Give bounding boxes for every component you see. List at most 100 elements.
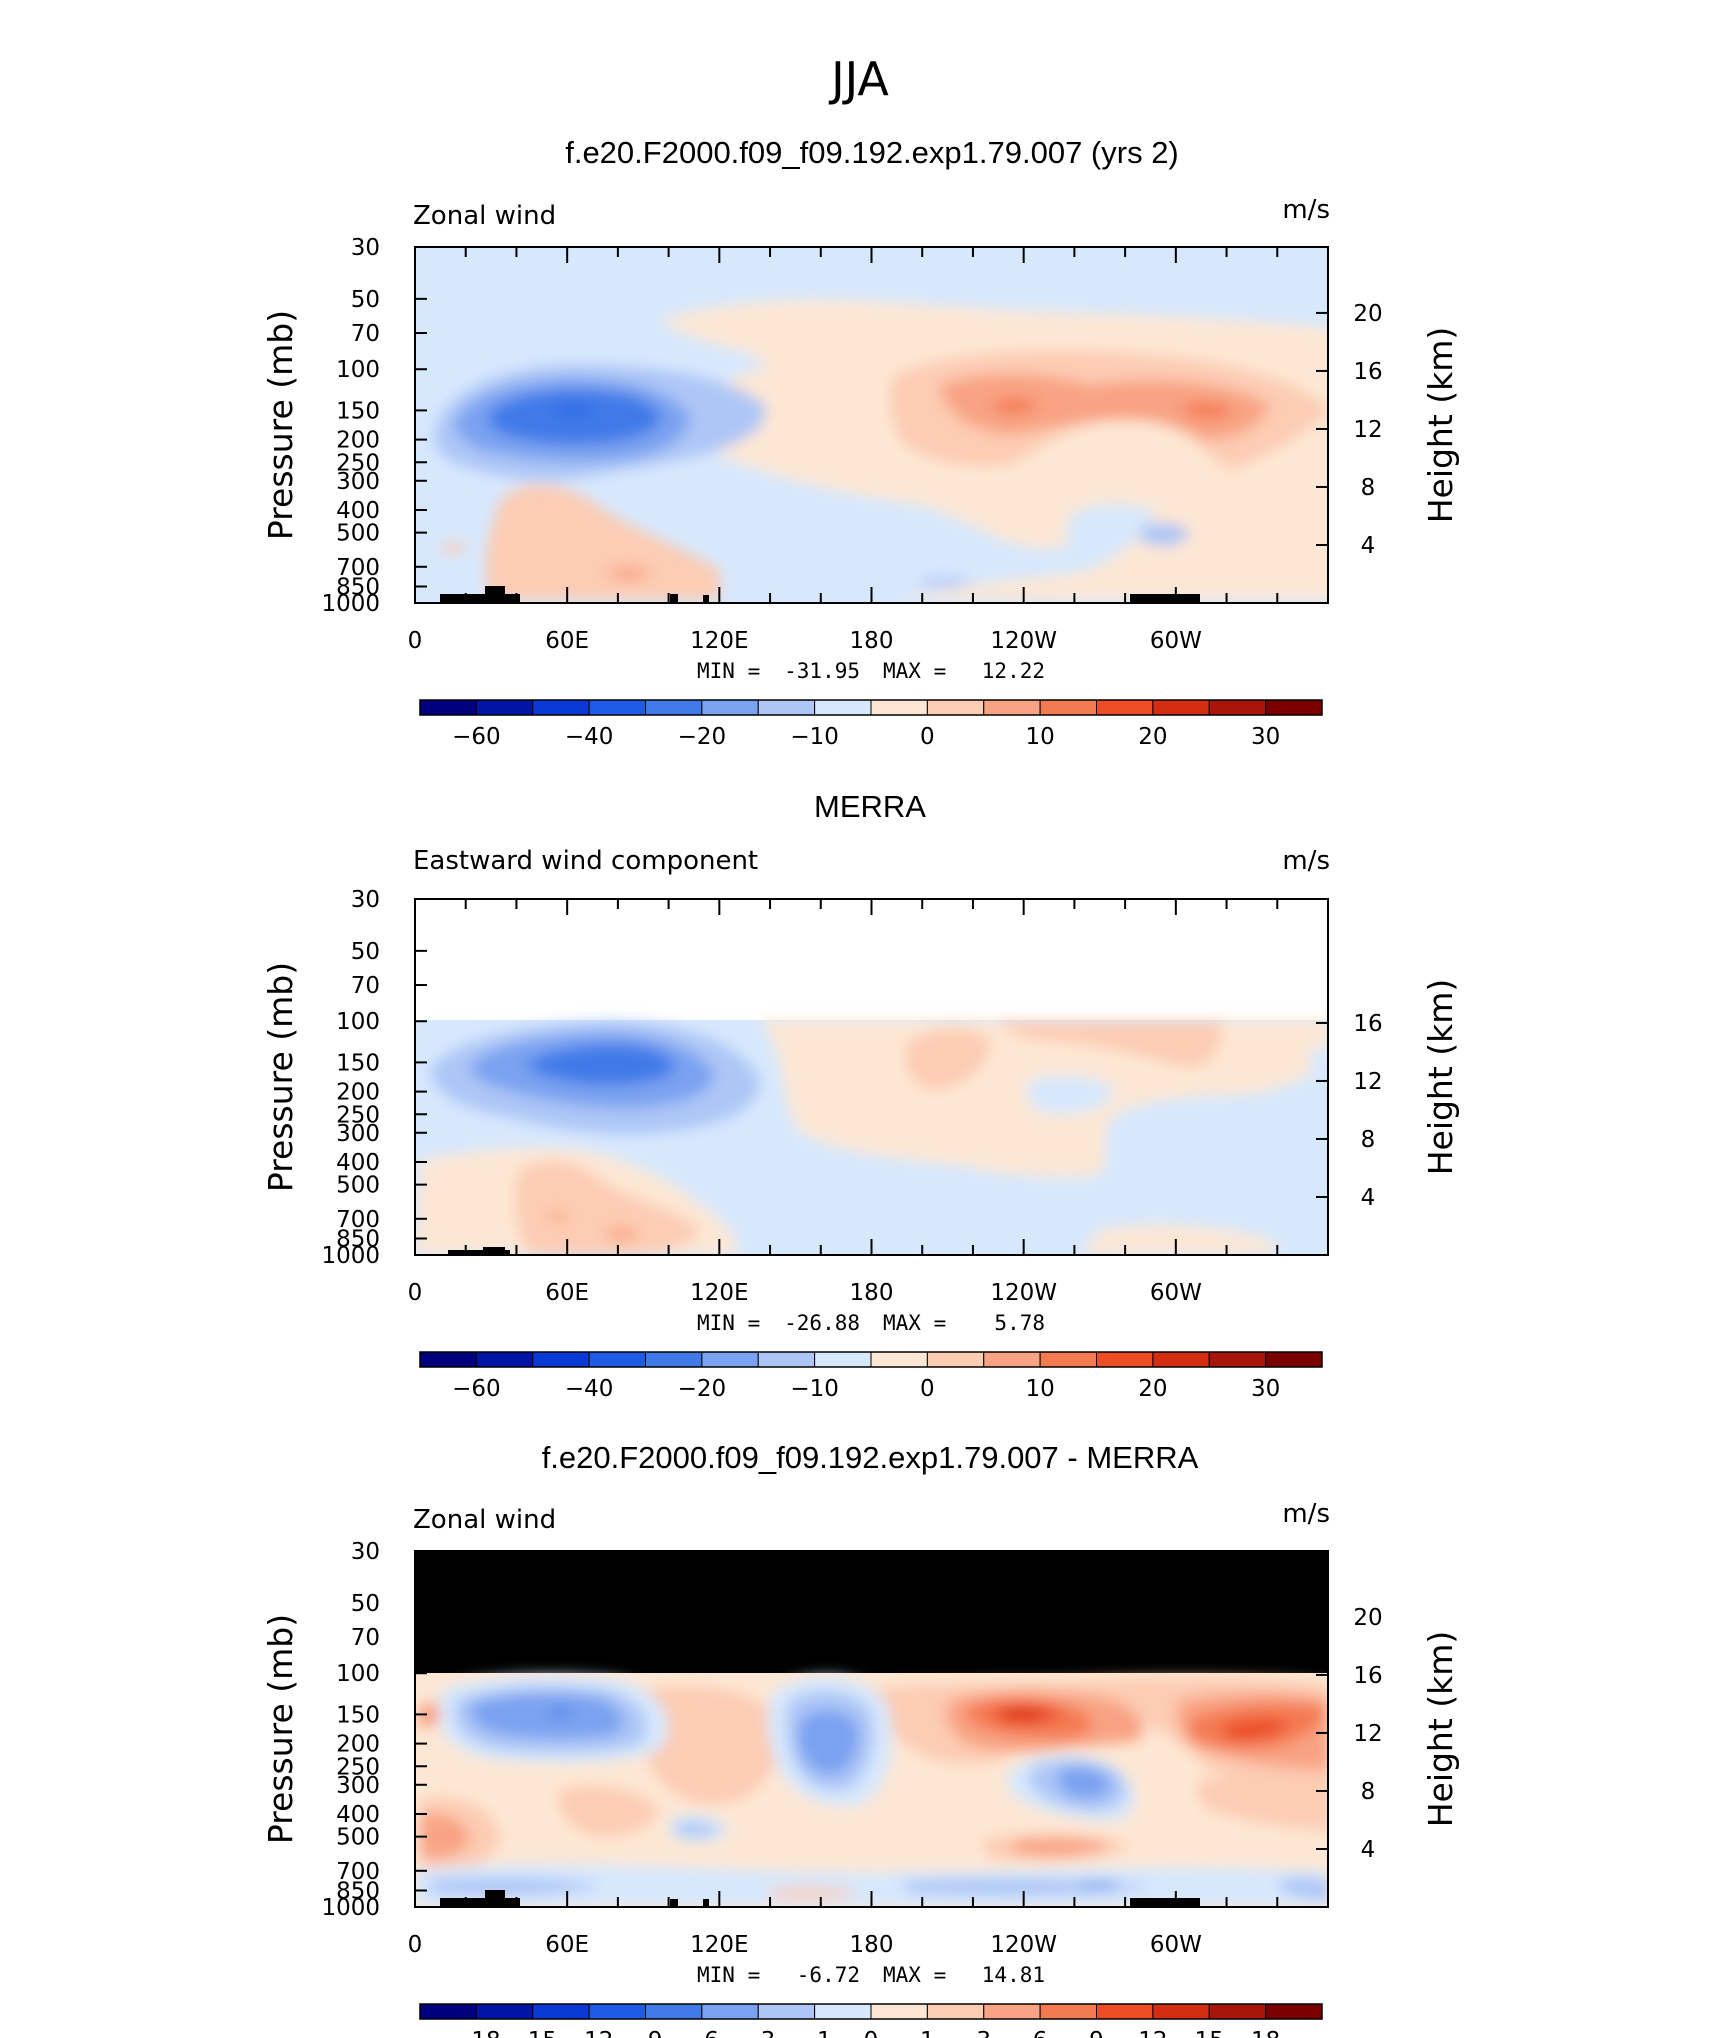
colorbar-swatch (814, 1351, 872, 1368)
panel-1: f.e20.F2000.f09_f09.192.exp1.79.007 (yrs… (261, 135, 1460, 654)
contour-fill (690, 307, 750, 330)
colorbar-swatch (1265, 2003, 1323, 2020)
y-axis-label: Pressure (mb) (261, 1614, 300, 1844)
y-tick-label: 400 (336, 498, 380, 524)
colorbar-swatch (475, 1351, 534, 1368)
topography (1130, 594, 1200, 603)
y-tick-label: 300 (336, 1121, 380, 1147)
y-right-tick-label: 12 (1353, 417, 1382, 443)
y-tick-label: 100 (336, 1009, 380, 1035)
y-tick-label: 700 (336, 1207, 380, 1233)
topography (440, 1898, 520, 1907)
y-right-tick-label: 20 (1353, 1605, 1382, 1631)
y-right-axis-label: Height (km) (1421, 1631, 1460, 1828)
contour-fill (770, 1887, 860, 1899)
colorbar-swatch (1096, 2003, 1154, 2020)
x-tick-label: 120W (990, 1280, 1057, 1306)
missing-data-region (415, 1551, 1328, 1673)
max-label: MAX = (883, 659, 946, 683)
panel-3-units: m/s (1282, 1499, 1330, 1529)
colorbar-swatch (532, 1351, 590, 1368)
colorbar-label: −9 (629, 2028, 663, 2038)
x-tick-label: 0 (408, 1280, 423, 1306)
y-tick-label: 200 (336, 1080, 380, 1106)
contour-fill (1005, 1709, 1045, 1718)
y-right-tick-label: 8 (1361, 475, 1376, 501)
contour-fill (1220, 1718, 1290, 1741)
colorbar-swatch (419, 699, 477, 716)
y-tick-label: 150 (336, 1050, 380, 1076)
y-tick-label: 100 (336, 357, 380, 383)
colorbar-swatch (926, 699, 985, 716)
topography (1130, 1898, 1200, 1907)
contour-fill (430, 1877, 600, 1896)
colorbar-swatch (1039, 2003, 1097, 2020)
colorbar-label: 30 (1251, 724, 1280, 750)
contour-fill (798, 1709, 859, 1775)
panel-2-title: MERRA (814, 789, 926, 824)
colorbar-label: −20 (678, 1376, 727, 1402)
colorbar-label: −18 (452, 2028, 501, 2038)
y-tick-label: 250 (336, 1754, 380, 1780)
colorbar-label: −10 (790, 1376, 839, 1402)
topography (670, 1899, 678, 1907)
contour-fill (1197, 1774, 1328, 1830)
colorbar-swatch (1039, 1351, 1097, 1368)
x-tick-label: 60W (1150, 1280, 1202, 1306)
y-right-tick-label: 4 (1361, 1185, 1376, 1211)
topography (703, 595, 709, 603)
colorbar-swatch (532, 699, 590, 716)
contour-fill (548, 1212, 568, 1221)
colorbar-label: 3 (976, 2028, 991, 2038)
colorbar-label: 6 (1033, 2028, 1048, 2038)
y-tick-label: 1000 (321, 591, 380, 617)
colorbar-swatch (870, 699, 928, 716)
y-tick-label: 50 (351, 939, 380, 965)
colorbar-swatch (419, 1351, 477, 1368)
x-tick-label: 60E (545, 1932, 589, 1958)
y-tick-label: 150 (336, 1702, 380, 1728)
y-axis-label: Pressure (mb) (261, 962, 300, 1192)
colorbar-swatch (475, 2003, 534, 2020)
y-tick-label: 30 (351, 887, 380, 913)
y-right-tick-label: 4 (1361, 533, 1376, 559)
colorbar-swatch (757, 2003, 816, 2020)
contour-fill (990, 398, 1040, 414)
y-right-axis-label: Height (km) (1421, 979, 1460, 1176)
min-label: MIN = (697, 1963, 760, 1987)
colorbar-swatch (1208, 1351, 1267, 1368)
colorbar-swatch (1096, 699, 1154, 716)
x-tick-label: 60E (545, 1280, 589, 1306)
contour-fill (1000, 1022, 1222, 1068)
colorbar-swatch (757, 699, 816, 716)
colorbar-label: 30 (1251, 1376, 1280, 1402)
y-tick-label: 500 (336, 1173, 380, 1199)
max-value: 5.78 (994, 1311, 1045, 1335)
topography (440, 1890, 1200, 1907)
max-label: MAX = (883, 1963, 946, 1987)
colorbar-swatch (870, 2003, 928, 2020)
colorbar-swatch (870, 1351, 928, 1368)
y-tick-label: 500 (336, 521, 380, 547)
max-value: 14.81 (982, 1963, 1045, 1987)
figure-title: JJA (828, 52, 889, 106)
colorbar-swatch (814, 699, 872, 716)
y-tick-label: 50 (351, 287, 380, 313)
colorbar-swatch (588, 699, 646, 716)
colorbar-label: 20 (1138, 724, 1167, 750)
contour-fill (1080, 1880, 1120, 1890)
colorbar-swatch (645, 2003, 703, 2020)
x-tick-label: 180 (850, 1280, 894, 1306)
panel-1-units: m/s (1282, 195, 1330, 225)
contour-fill (1010, 1838, 1110, 1856)
min-value: -31.95 (784, 659, 860, 683)
panel-2: MERRA Eastward wind component m/s (261, 789, 1460, 1306)
y-right-tick-label: 16 (1353, 359, 1382, 385)
colorbar-swatch (532, 2003, 590, 2020)
x-tick-label: 120W (990, 628, 1057, 654)
contour-fill (675, 1822, 718, 1837)
y-tick-label: 50 (351, 1591, 380, 1617)
colorbar-label: 1 (920, 2028, 935, 2038)
x-tick-label: 120E (690, 1280, 748, 1306)
